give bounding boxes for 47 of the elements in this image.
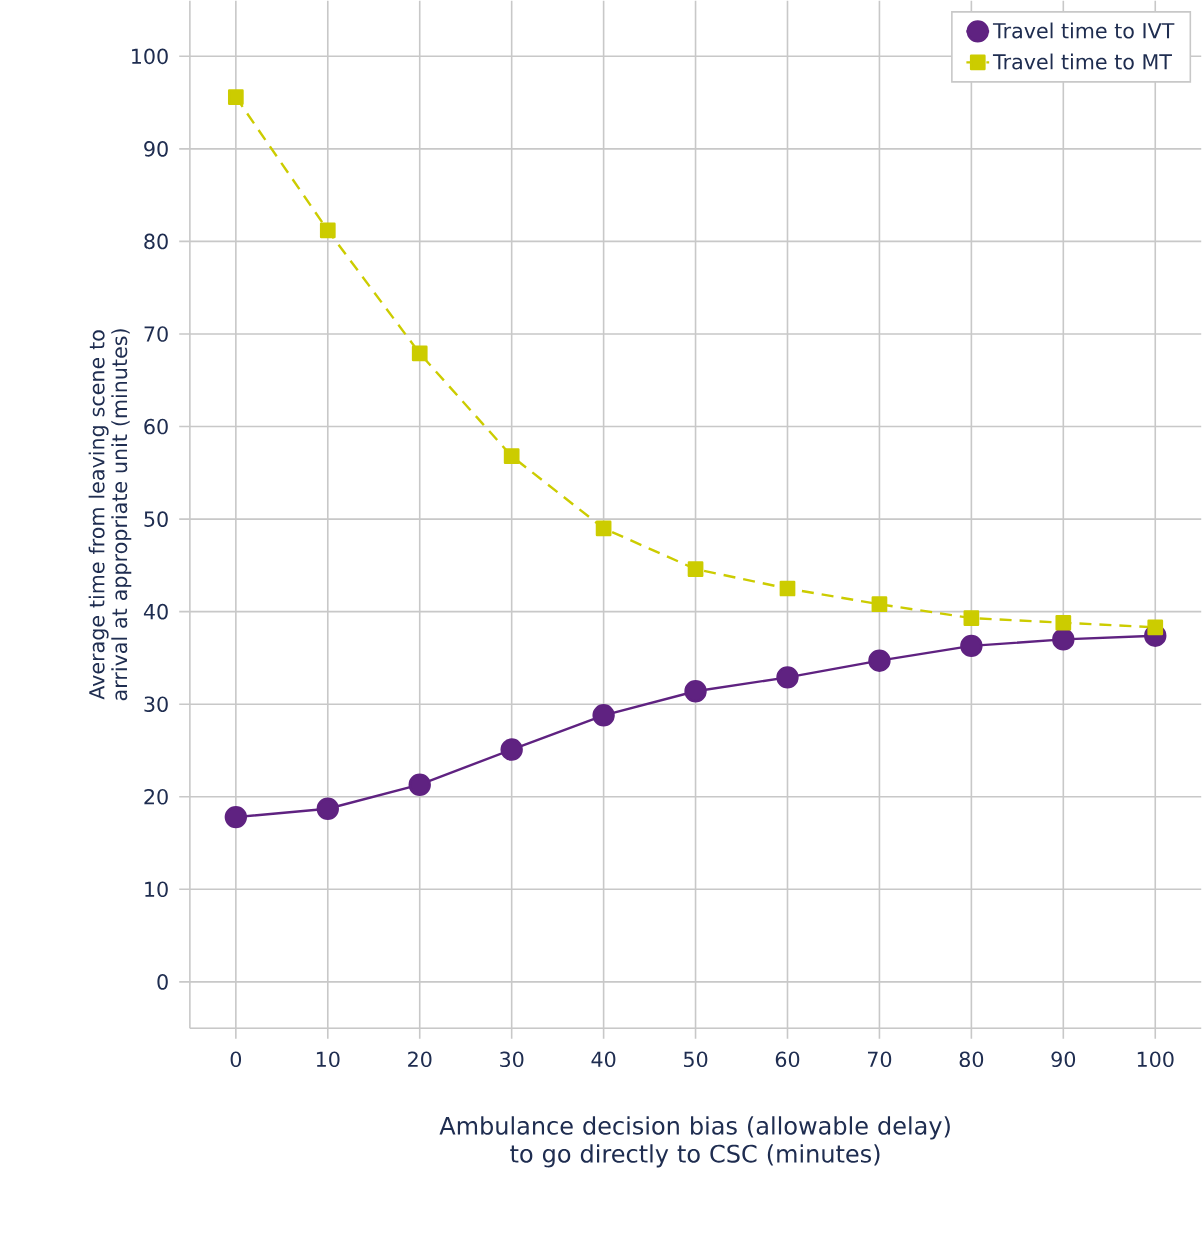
point bbox=[408, 773, 431, 796]
point bbox=[227, 89, 244, 105]
point bbox=[411, 345, 428, 362]
point bbox=[592, 704, 615, 727]
point bbox=[776, 666, 799, 689]
x-tick-label: 50 bbox=[684, 1051, 708, 1068]
y-tick-label: 50 bbox=[144, 511, 168, 527]
y-tick-label: 60 bbox=[144, 418, 168, 435]
point bbox=[316, 797, 339, 820]
y-tick-label: 10 bbox=[145, 881, 168, 898]
y-tick-label: 40 bbox=[143, 603, 168, 620]
point bbox=[779, 580, 796, 597]
x-tick-label: 100 bbox=[1137, 1051, 1174, 1068]
legend-label: Travel time to IVT bbox=[992, 22, 1175, 39]
point bbox=[1055, 614, 1072, 631]
y-tick-label: 30 bbox=[144, 696, 168, 712]
point bbox=[224, 805, 248, 829]
y-tick-label: 90 bbox=[144, 141, 168, 157]
y-tick-label: 0 bbox=[157, 974, 168, 990]
legend-label: Travel time to MT bbox=[992, 53, 1172, 70]
point bbox=[319, 222, 336, 239]
point bbox=[500, 738, 523, 761]
point bbox=[960, 634, 983, 658]
x-axis-title: Ambulance decision bias (allowable delay) to go directly to CSC (minutes) bbox=[439, 1116, 950, 1168]
point bbox=[868, 649, 891, 672]
x-tick-label: 70 bbox=[867, 1051, 892, 1068]
point bbox=[1147, 619, 1164, 636]
point bbox=[503, 448, 520, 465]
x-tick-label: 10 bbox=[316, 1051, 340, 1068]
x-tick-label: 60 bbox=[775, 1051, 800, 1068]
x-tick-label: 20 bbox=[408, 1051, 432, 1068]
point bbox=[684, 680, 707, 703]
y-axis-title: Average time from leaving scene to arrival at appropriate unit (minutes) bbox=[88, 329, 132, 701]
point bbox=[871, 596, 888, 613]
x-tick-label: 30 bbox=[500, 1051, 524, 1068]
point bbox=[687, 561, 704, 577]
point bbox=[963, 610, 980, 626]
x-tick-label: 40 bbox=[591, 1051, 616, 1068]
point bbox=[1052, 628, 1075, 651]
y-tick-label: 80 bbox=[144, 233, 168, 250]
y-tick-label: 100 bbox=[132, 48, 168, 65]
x-tick-label: 0 bbox=[230, 1051, 242, 1068]
point bbox=[595, 520, 612, 537]
y-tick-label: 70 bbox=[144, 326, 168, 342]
x-tick-label: 80 bbox=[959, 1051, 984, 1068]
y-tick-label: 20 bbox=[144, 788, 168, 805]
x-tick-label: 90 bbox=[1051, 1051, 1076, 1068]
